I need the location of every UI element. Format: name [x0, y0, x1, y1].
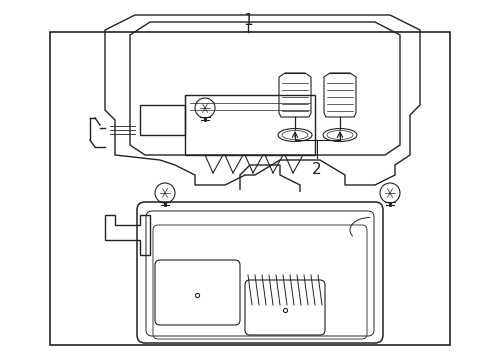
Bar: [50, 32, 450, 345]
Text: 2: 2: [312, 162, 322, 177]
Bar: [185, 95, 315, 155]
Text: 1: 1: [243, 13, 253, 28]
Bar: [140, 105, 185, 135]
